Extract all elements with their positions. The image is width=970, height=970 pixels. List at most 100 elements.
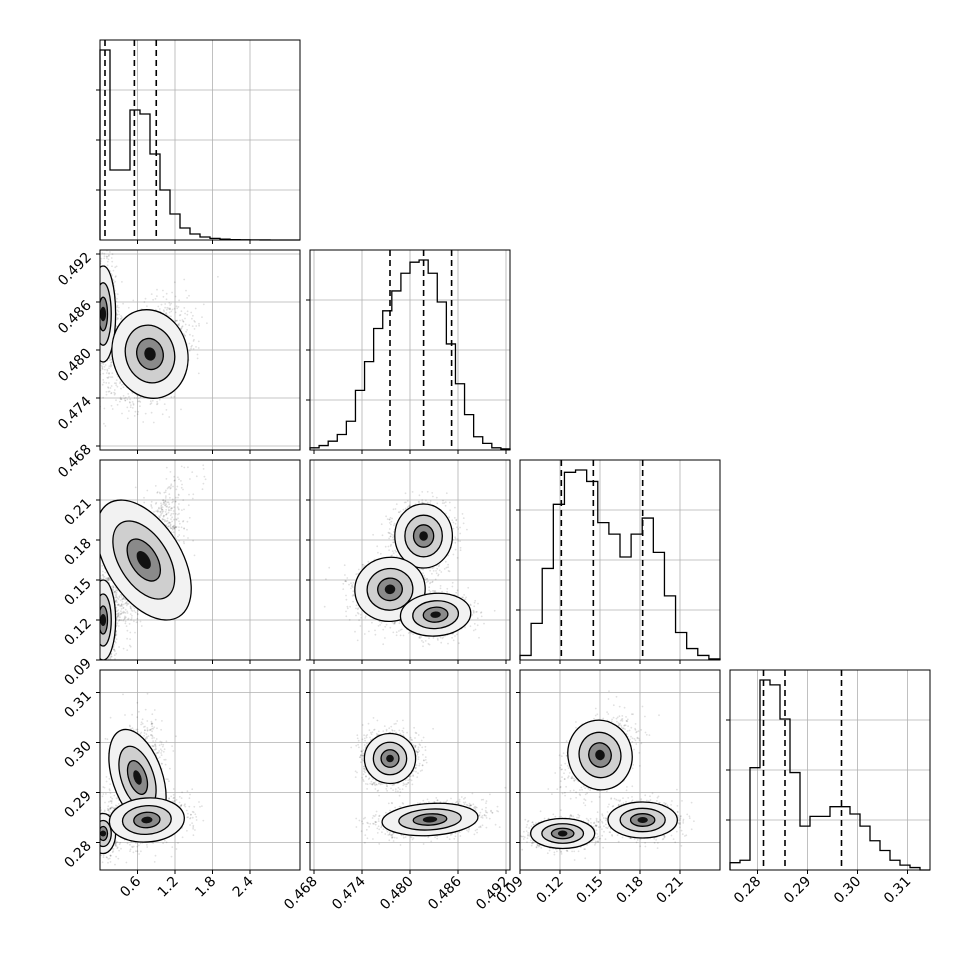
sample-point	[96, 307, 98, 309]
sample-point	[136, 413, 139, 416]
sample-point	[93, 311, 95, 313]
sample-point	[95, 609, 97, 611]
sample-point	[120, 398, 123, 401]
sample-point	[89, 597, 91, 599]
sample-point	[98, 327, 100, 329]
sample-point	[98, 311, 100, 313]
sample-point	[97, 363, 99, 365]
sample-point	[117, 317, 119, 320]
sample-point	[96, 628, 98, 630]
sample-point	[94, 298, 96, 300]
sample-point	[94, 302, 96, 304]
sample-point	[96, 352, 98, 354]
sample-point	[89, 285, 91, 287]
sample-point	[92, 319, 94, 321]
sample-point	[93, 286, 95, 288]
sample-point	[89, 634, 91, 636]
sample-point	[96, 586, 98, 588]
sample-point	[109, 270, 112, 272]
sample-point	[95, 625, 97, 627]
sample-point	[96, 352, 98, 354]
sample-point	[89, 617, 91, 619]
sample-point	[194, 307, 197, 310]
sample-point	[102, 396, 104, 399]
sample-point	[91, 607, 93, 609]
sample-point	[92, 298, 94, 300]
sample-point	[108, 365, 111, 367]
sample-point	[110, 404, 113, 407]
sample-point	[95, 600, 97, 602]
sample-point	[143, 301, 146, 303]
sample-point	[93, 295, 95, 297]
sample-point	[95, 618, 97, 620]
sample-point	[96, 632, 98, 634]
sample-point	[96, 276, 98, 278]
sample-point	[111, 408, 114, 410]
sample-point	[93, 648, 95, 650]
sample-point	[94, 605, 96, 607]
sample-point	[95, 325, 97, 327]
sample-point	[165, 292, 168, 295]
sample-point	[95, 309, 97, 311]
sample-point	[98, 613, 100, 615]
sample-point	[103, 365, 106, 368]
sample-point	[96, 300, 98, 302]
sample-point	[94, 608, 96, 610]
sample-point	[94, 638, 96, 640]
sample-point	[94, 670, 96, 672]
histogram-panel	[306, 249, 511, 454]
sample-point	[98, 303, 100, 305]
sample-point	[96, 593, 98, 595]
sample-point	[93, 294, 95, 296]
sample-point	[91, 301, 93, 303]
sample-point	[170, 315, 172, 318]
sample-point	[95, 323, 97, 325]
sample-point	[80, 649, 82, 651]
sample-point	[96, 581, 98, 583]
sample-point	[90, 331, 92, 333]
sample-point	[94, 287, 96, 289]
sample-point	[93, 632, 95, 634]
sample-point	[98, 634, 100, 636]
sample-point	[91, 328, 93, 330]
sample-point	[101, 383, 104, 386]
sample-point	[184, 312, 187, 315]
sample-point	[181, 325, 184, 328]
sample-point	[116, 306, 118, 308]
sample-point	[91, 320, 93, 322]
sample-point	[96, 286, 98, 288]
sample-point	[195, 325, 198, 327]
sample-point	[97, 337, 99, 339]
sample-point	[93, 329, 95, 331]
sample-point	[92, 312, 94, 314]
sample-point	[96, 324, 98, 326]
sample-point	[104, 664, 106, 666]
sample-point	[98, 312, 100, 314]
sample-point	[117, 310, 120, 313]
sample-point	[120, 387, 122, 390]
sample-point	[87, 614, 89, 616]
sample-point	[95, 360, 97, 362]
sample-point	[92, 280, 94, 282]
sample-point	[97, 608, 99, 610]
sample-point	[163, 403, 166, 405]
sample-point	[149, 400, 152, 403]
sample-point	[195, 346, 197, 348]
sample-point	[94, 580, 96, 582]
sample-point	[97, 638, 99, 640]
sample-point	[88, 330, 90, 332]
sample-point	[110, 392, 113, 394]
sample-point	[96, 591, 98, 593]
sample-point	[94, 306, 96, 308]
sample-point	[110, 361, 112, 364]
sample-point	[95, 614, 97, 616]
y-tick-label: 0.492	[55, 250, 95, 290]
sample-point	[95, 611, 97, 613]
sample-point	[184, 323, 187, 326]
sample-point	[116, 318, 118, 321]
sample-point	[96, 333, 98, 335]
sample-point	[97, 338, 99, 340]
sample-point	[114, 658, 116, 660]
sample-point	[95, 638, 97, 640]
sample-point	[98, 315, 100, 317]
